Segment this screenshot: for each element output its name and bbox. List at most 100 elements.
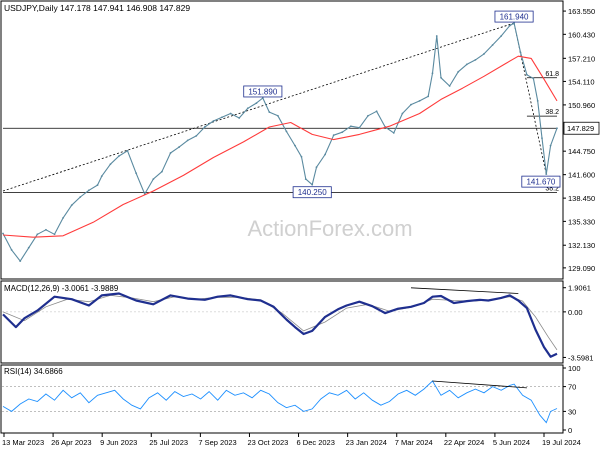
rsi-line (2, 380, 558, 424)
y-tick-label: 135.330 (568, 217, 595, 226)
y-tick-label: 0 (568, 426, 572, 435)
price-point (221, 116, 223, 119)
macd-panel-frame (0, 280, 564, 364)
current-price-marker: 147.829 (563, 121, 600, 135)
price-point (367, 114, 369, 117)
price-point (62, 216, 65, 219)
chart-header: USDJPY,Daily 147.178 147.941 146.908 147… (4, 3, 190, 13)
macd-title: MACD(12,26,9) -3.0061 -3.9889 (4, 284, 119, 293)
price-point (276, 114, 279, 117)
price-point (349, 125, 352, 128)
price-annotation-label: 141.670 (526, 178, 555, 187)
y-tick-label: 157.210 (568, 54, 595, 63)
price-point (70, 204, 73, 207)
fib-level-label: 38.2 (545, 186, 559, 193)
moving-average-line (2, 55, 558, 238)
macd-series-group (2, 287, 562, 358)
price-point (311, 183, 314, 186)
y-tick-label: 100 (568, 364, 581, 373)
price-point (2, 232, 4, 235)
x-tick-label: 13 Mar 2023 (2, 438, 44, 447)
price-point (401, 112, 404, 115)
price-point (169, 152, 172, 154)
price-point (427, 95, 430, 98)
y-tick-label: 160.430 (568, 30, 595, 39)
watermark: ActionForex.com (247, 216, 412, 241)
y-tick-label: 144.750 (568, 147, 595, 156)
price-point (541, 137, 543, 140)
price-reference-lines: 61.8 38.2 38.2 (2, 22, 559, 193)
price-annotation-label: 161.940 (500, 13, 529, 22)
price-point (45, 228, 47, 231)
price-point (474, 58, 477, 61)
fib-level-label: 38.2 (545, 109, 559, 116)
price-point (457, 70, 460, 73)
x-tick-label: 5 Jun 2024 (493, 438, 530, 447)
price-point (79, 196, 82, 198)
price-point (418, 99, 421, 102)
y-tick-label: 150.960 (568, 101, 595, 110)
price-annotation-box (243, 85, 283, 98)
x-tick-label: 23 Oct 2023 (247, 438, 288, 447)
macd-divergence-line (410, 287, 519, 294)
price-point (483, 53, 485, 55)
x-tick-label: 19 Jul 2024 (542, 438, 581, 447)
price-axis-ticks: 163.550 160.430 157.210 154.110 150.960 144.7… (563, 7, 595, 273)
x-tick-label: 25 Jul 2023 (149, 438, 188, 447)
current-price-label: 147.829 (567, 124, 594, 133)
price-point (341, 131, 344, 134)
price-point (212, 120, 215, 122)
price-annotation-box (292, 186, 332, 199)
y-tick-label: 141.600 (568, 171, 595, 180)
price-point (229, 112, 232, 115)
x-tick-label: 22 Apr 2024 (444, 438, 484, 447)
price-point (435, 35, 438, 37)
x-tick-label: 6 Dec 2023 (297, 438, 335, 447)
price-point (513, 22, 515, 24)
y-tick-label: 154.110 (568, 77, 595, 86)
price-point (53, 233, 56, 236)
price-point (268, 111, 271, 113)
fib-level-label: 61.8 (545, 71, 559, 78)
y-tick-label: 1.9061 (568, 284, 591, 293)
price-point (304, 178, 307, 181)
price-point (19, 260, 22, 262)
price-point (545, 173, 548, 176)
price-point (152, 178, 155, 181)
price-point (431, 72, 434, 75)
price-point (195, 135, 198, 137)
y-tick-label: -3.5981 (568, 353, 593, 362)
price-point (315, 166, 318, 169)
price-point (135, 172, 138, 175)
price-point (238, 117, 241, 119)
rsi-panel-frame (0, 364, 564, 434)
price-point (36, 233, 39, 236)
price-point (261, 97, 264, 99)
price-point (508, 24, 511, 27)
price-point (375, 110, 378, 113)
current-price-box (563, 121, 600, 135)
x-tick-label: 23 Jan 2024 (346, 438, 387, 447)
price-point (255, 102, 258, 105)
x-axis-ticks: 13 Mar 2023 26 Apr 2023 9 Jun 2023 25 Jul 2… (2, 433, 581, 447)
price-point (549, 144, 552, 147)
price-point (300, 155, 303, 158)
price-point (324, 153, 326, 156)
price-point (87, 189, 90, 192)
price-point (126, 149, 129, 152)
price-point (392, 132, 395, 134)
rsi-divergence-line (432, 380, 527, 389)
x-tick-label: 7 Mar 2024 (395, 438, 433, 447)
y-tick-label: 0.00 (568, 308, 583, 317)
macd-line (2, 292, 558, 358)
price-point (556, 127, 558, 130)
price-point (186, 139, 189, 142)
price-point (519, 51, 522, 54)
price-point (96, 184, 99, 186)
y-tick-label: 129.090 (568, 264, 595, 273)
price-point (118, 155, 120, 157)
x-tick-label: 7 Sep 2023 (198, 438, 236, 447)
price-point (294, 144, 296, 147)
y-tick-label: 132.130 (568, 241, 595, 250)
